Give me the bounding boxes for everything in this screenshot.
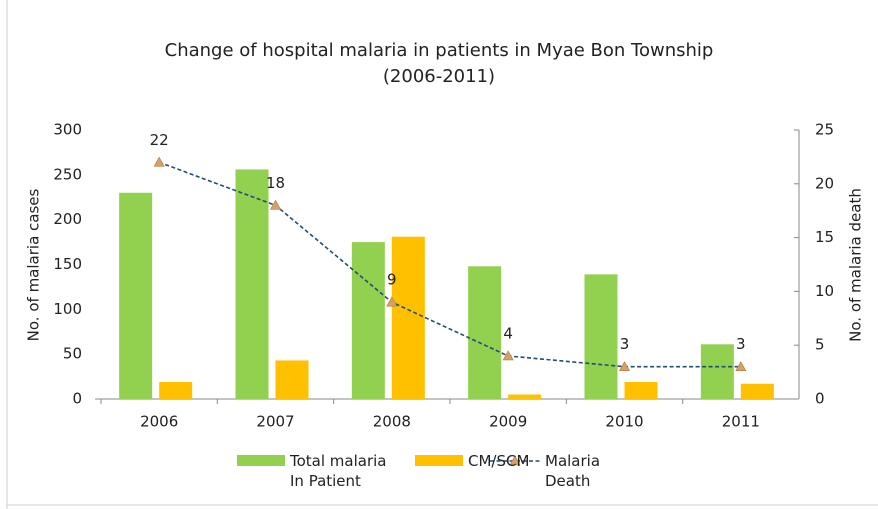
- line-series: [158, 161, 741, 368]
- y-tick-label: 300: [53, 121, 82, 139]
- x-tick-label: 2006: [140, 413, 178, 431]
- y-tick-label: 200: [53, 210, 82, 228]
- y2-tick-label: 15: [815, 228, 834, 246]
- bar: [740, 383, 774, 399]
- y-tick-label: 150: [53, 255, 82, 273]
- bar: [468, 266, 502, 399]
- data-label: 9: [387, 271, 397, 289]
- y2-axis-label: No. of malaria death: [847, 188, 865, 342]
- data-label: 3: [620, 335, 630, 353]
- line-marker: [153, 156, 165, 167]
- bar: [624, 381, 658, 399]
- y-tick-label: 0: [72, 390, 82, 408]
- data-label: 4: [503, 324, 513, 342]
- line-marker: [735, 361, 747, 372]
- x-tick-label: 2011: [722, 413, 760, 431]
- bar: [159, 381, 193, 399]
- legend-label: CM/SCM: [468, 452, 530, 470]
- bar: [584, 274, 618, 399]
- bar: [700, 344, 734, 399]
- bar: [235, 169, 269, 399]
- x-tick-label: 2008: [373, 413, 411, 431]
- bar: [119, 192, 153, 399]
- x-tick-label: 2010: [605, 413, 643, 431]
- bar: [391, 236, 425, 399]
- legend-marker: [509, 455, 521, 466]
- line-marker: [502, 350, 514, 361]
- y-axis-label: No. of malaria cases: [25, 188, 43, 341]
- y2-tick-label: 10: [815, 282, 834, 300]
- bar: [275, 360, 309, 399]
- y-tick-label: 50: [63, 345, 82, 363]
- chart-title: Change of hospital malaria in patients i…: [164, 40, 714, 87]
- y-tick-label: 100: [53, 300, 82, 318]
- legend-label: Malaria Death: [545, 452, 601, 490]
- x-tick-label: 2007: [256, 413, 294, 431]
- data-label: 22: [150, 131, 169, 149]
- legend-label: Total malaria In Patient: [290, 452, 387, 490]
- y2-tick-label: 20: [815, 174, 834, 192]
- legend-swatch: [237, 455, 285, 466]
- legend-swatch: [415, 455, 463, 466]
- line-marker: [269, 199, 282, 210]
- data-label: 3: [736, 335, 746, 353]
- y2-tick-label: 0: [815, 390, 825, 408]
- x-tick-label: 2009: [489, 413, 527, 431]
- y2-tick-label: 5: [815, 336, 825, 354]
- bar: [508, 394, 542, 399]
- data-label: 18: [266, 174, 285, 192]
- y-tick-label: 250: [53, 165, 82, 183]
- line-marker: [618, 361, 631, 372]
- line-marker: [386, 296, 398, 307]
- bar: [351, 242, 385, 399]
- y2-tick-label: 25: [815, 121, 834, 139]
